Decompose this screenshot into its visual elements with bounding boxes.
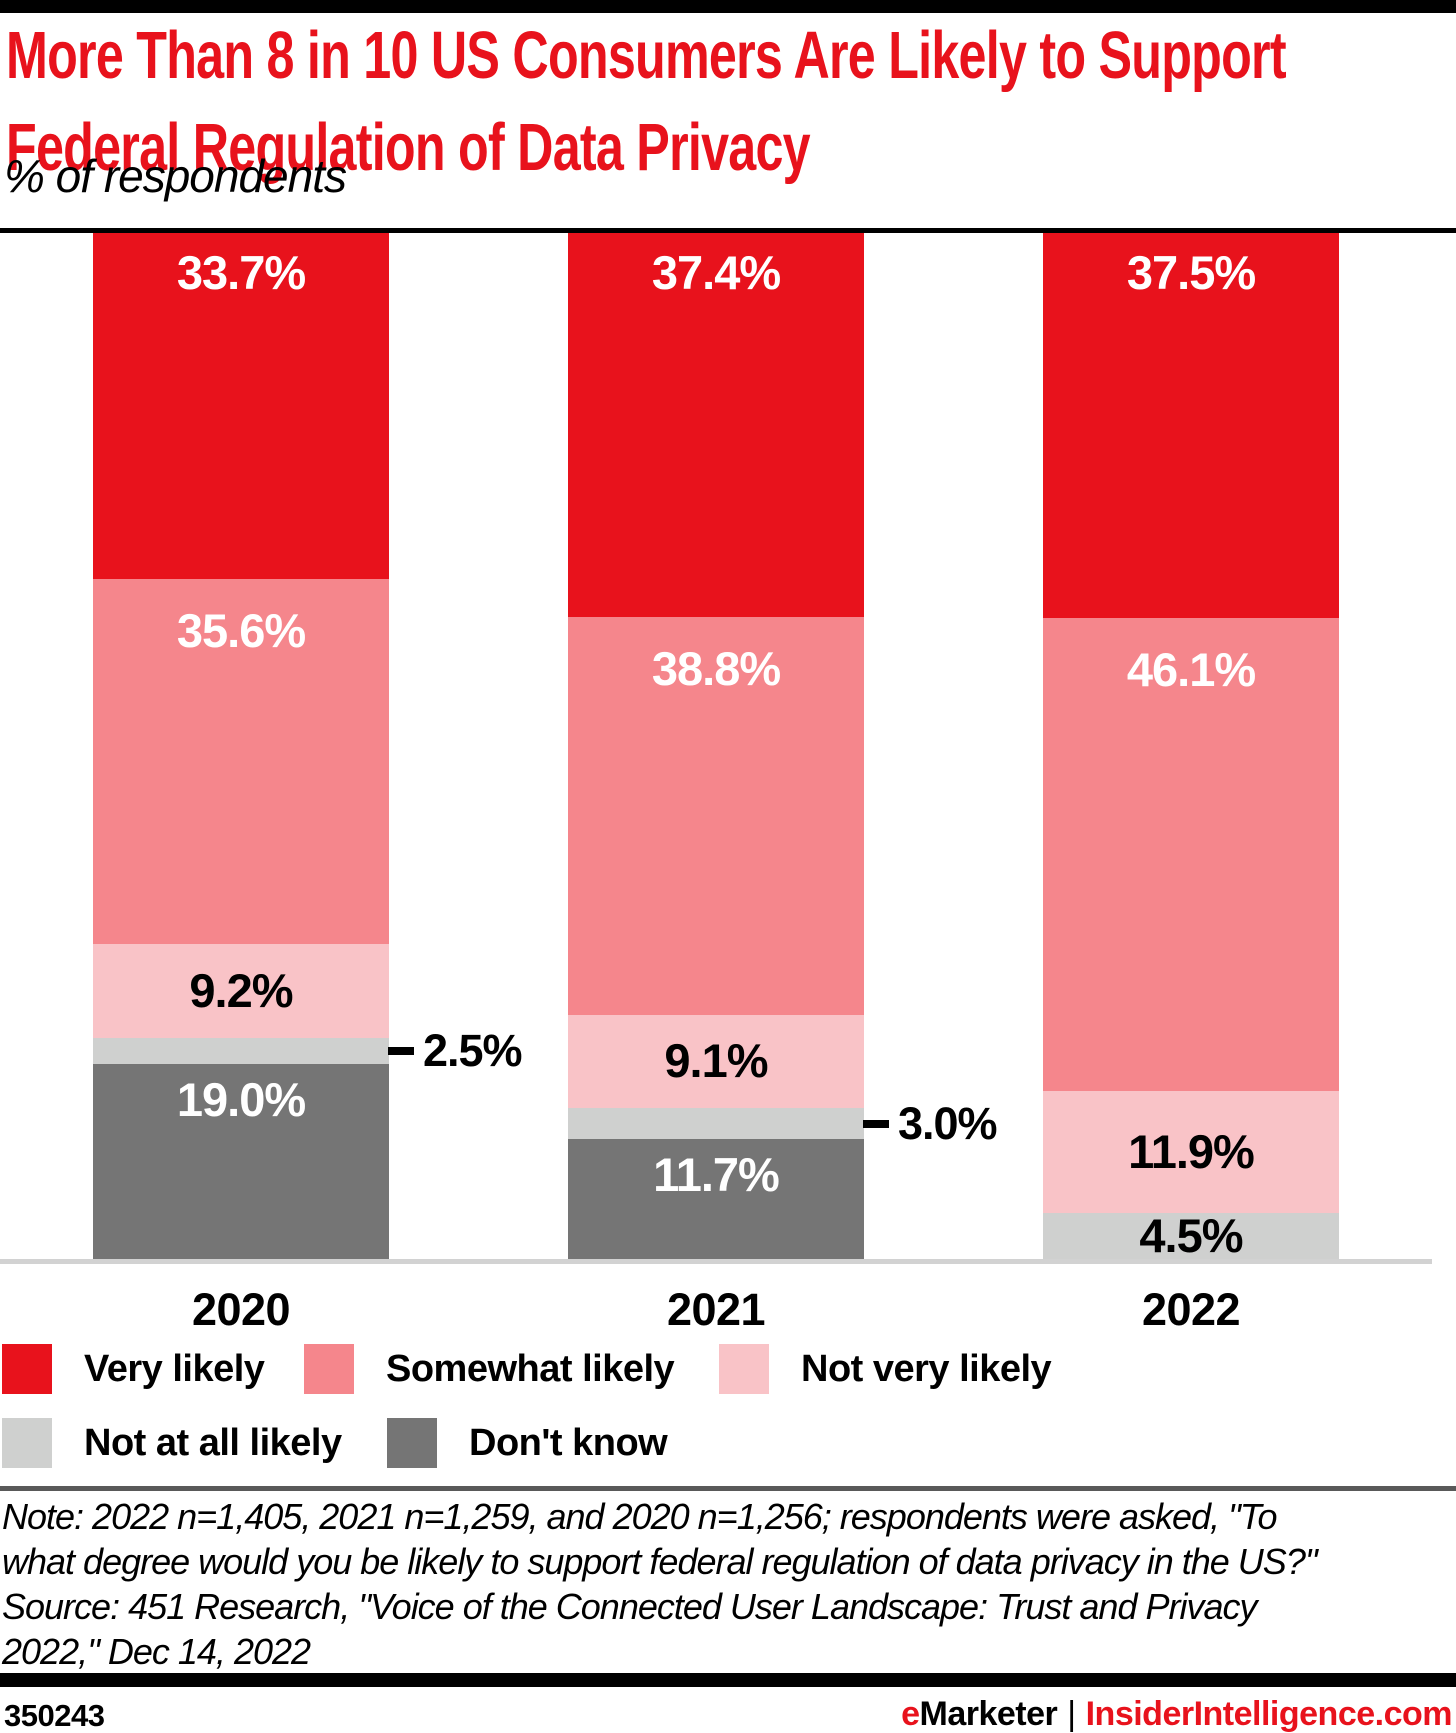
legend-swatch-not-at-all-likely	[2, 1418, 52, 1468]
legend-swatch-not-very-likely	[719, 1344, 769, 1394]
source-line-2: 2022," Dec 14, 2022	[2, 1631, 311, 1672]
title-line-2: Federal Regulation of Data Privacy	[6, 110, 811, 185]
brand-separator: |	[1067, 1695, 1076, 1733]
legend-label-very-likely: Very likely	[84, 1348, 265, 1390]
title-line-1: More Than 8 in 10 US Consumers Are Likel…	[6, 18, 1287, 93]
segment-label-2020-not-very-likely: 9.2%	[189, 964, 293, 1018]
note-line-1: Note: 2022 n=1,405, 2021 n=1,259, and 20…	[2, 1496, 1278, 1537]
bar-segment-2020-don-t-know	[93, 1064, 389, 1259]
note-divider-rule	[0, 1486, 1456, 1491]
chart-subtitle: % of respondents	[4, 150, 347, 202]
callout-label-2020-not-at-all-likely: 2.5%	[423, 1025, 523, 1077]
segment-label-2021-don-t-know: 11.7%	[653, 1147, 780, 1201]
callout-label-2021-not-at-all-likely: 3.0%	[898, 1097, 998, 1149]
segment-label-2022-not-at-all-likely: 4.5%	[1139, 1208, 1243, 1262]
note-line-2: what degree would you be likely to suppo…	[2, 1541, 1318, 1582]
segment-label-2020-very-likely: 33.7%	[176, 246, 306, 299]
bar-segment-2021-somewhat-likely	[568, 616, 864, 1015]
segment-label-2022-not-very-likely: 11.9%	[1128, 1124, 1255, 1178]
bar-segment-2022-somewhat-likely	[1043, 617, 1339, 1091]
top-border-bar	[0, 0, 1456, 13]
legend-label-don-t-know: Don't know	[469, 1422, 668, 1464]
segment-label-2021-somewhat-likely: 38.8%	[651, 641, 781, 695]
segment-label-2021-very-likely: 37.4%	[651, 246, 781, 299]
page-title: More Than 8 in 10 US Consumers Are Likel…	[6, 10, 1456, 194]
segment-label-2021-not-very-likely: 9.1%	[664, 1034, 768, 1088]
legend-label-not-at-all-likely: Not at all likely	[84, 1422, 342, 1464]
legend-swatch-somewhat-likely	[304, 1344, 354, 1394]
bar-segment-2021-not-at-all-likely	[568, 1108, 864, 1139]
chart-id: 350243	[4, 1698, 105, 1733]
legend-label-not-very-likely: Not very likely	[801, 1348, 1052, 1390]
bar-segment-2022-very-likely	[1043, 233, 1339, 618]
callout-dash-2021-not-at-all-likely	[863, 1119, 889, 1128]
x-axis-label-2020: 2020	[191, 1284, 291, 1335]
bar-segment-2021-don-t-know	[568, 1138, 864, 1259]
brand-emarketer-rest: Marketer	[919, 1695, 1058, 1733]
bar-segment-2022-not-very-likely	[1043, 1090, 1339, 1213]
brand-footer: eMarketer | InsiderIntelligence.com	[901, 1695, 1452, 1733]
source-line-1: Source: 451 Research, "Voice of the Conn…	[2, 1586, 1257, 1627]
chart-note: Note: 2022 n=1,405, 2021 n=1,259, and 20…	[2, 1494, 1454, 1584]
legend-swatch-don-t-know	[387, 1418, 437, 1468]
bar-segment-2021-very-likely	[568, 233, 864, 617]
bar-segment-2021-not-very-likely	[568, 1014, 864, 1109]
chart-source: Source: 451 Research, "Voice of the Conn…	[2, 1584, 1454, 1674]
segment-label-2022-very-likely: 37.5%	[1126, 246, 1256, 299]
segment-label-2022-somewhat-likely: 46.1%	[1126, 642, 1256, 696]
bar-segment-2020-not-very-likely	[93, 944, 389, 1039]
bar-segment-2020-very-likely	[93, 233, 389, 579]
bar-segment-2022-not-at-all-likely	[1043, 1212, 1339, 1259]
header-divider-rule	[0, 228, 1456, 233]
x-axis-baseline	[0, 1259, 1432, 1264]
legend-label-somewhat-likely: Somewhat likely	[386, 1348, 675, 1390]
x-axis-label-2021: 2021	[666, 1284, 766, 1335]
legend-swatch-very-likely	[2, 1344, 52, 1394]
segment-label-2020-somewhat-likely: 35.6%	[176, 603, 306, 657]
x-axis-label-2022: 2022	[1141, 1284, 1241, 1335]
callout-dash-2020-not-at-all-likely	[388, 1047, 414, 1056]
segment-label-2020-don-t-know: 19.0%	[176, 1073, 306, 1127]
bar-segment-2020-not-at-all-likely	[93, 1038, 389, 1065]
brand-emarketer-e: e	[901, 1695, 920, 1733]
footer-border-bar	[0, 1673, 1456, 1687]
bar-segment-2020-somewhat-likely	[93, 578, 389, 944]
brand-site-url: InsiderIntelligence.com	[1085, 1695, 1453, 1733]
